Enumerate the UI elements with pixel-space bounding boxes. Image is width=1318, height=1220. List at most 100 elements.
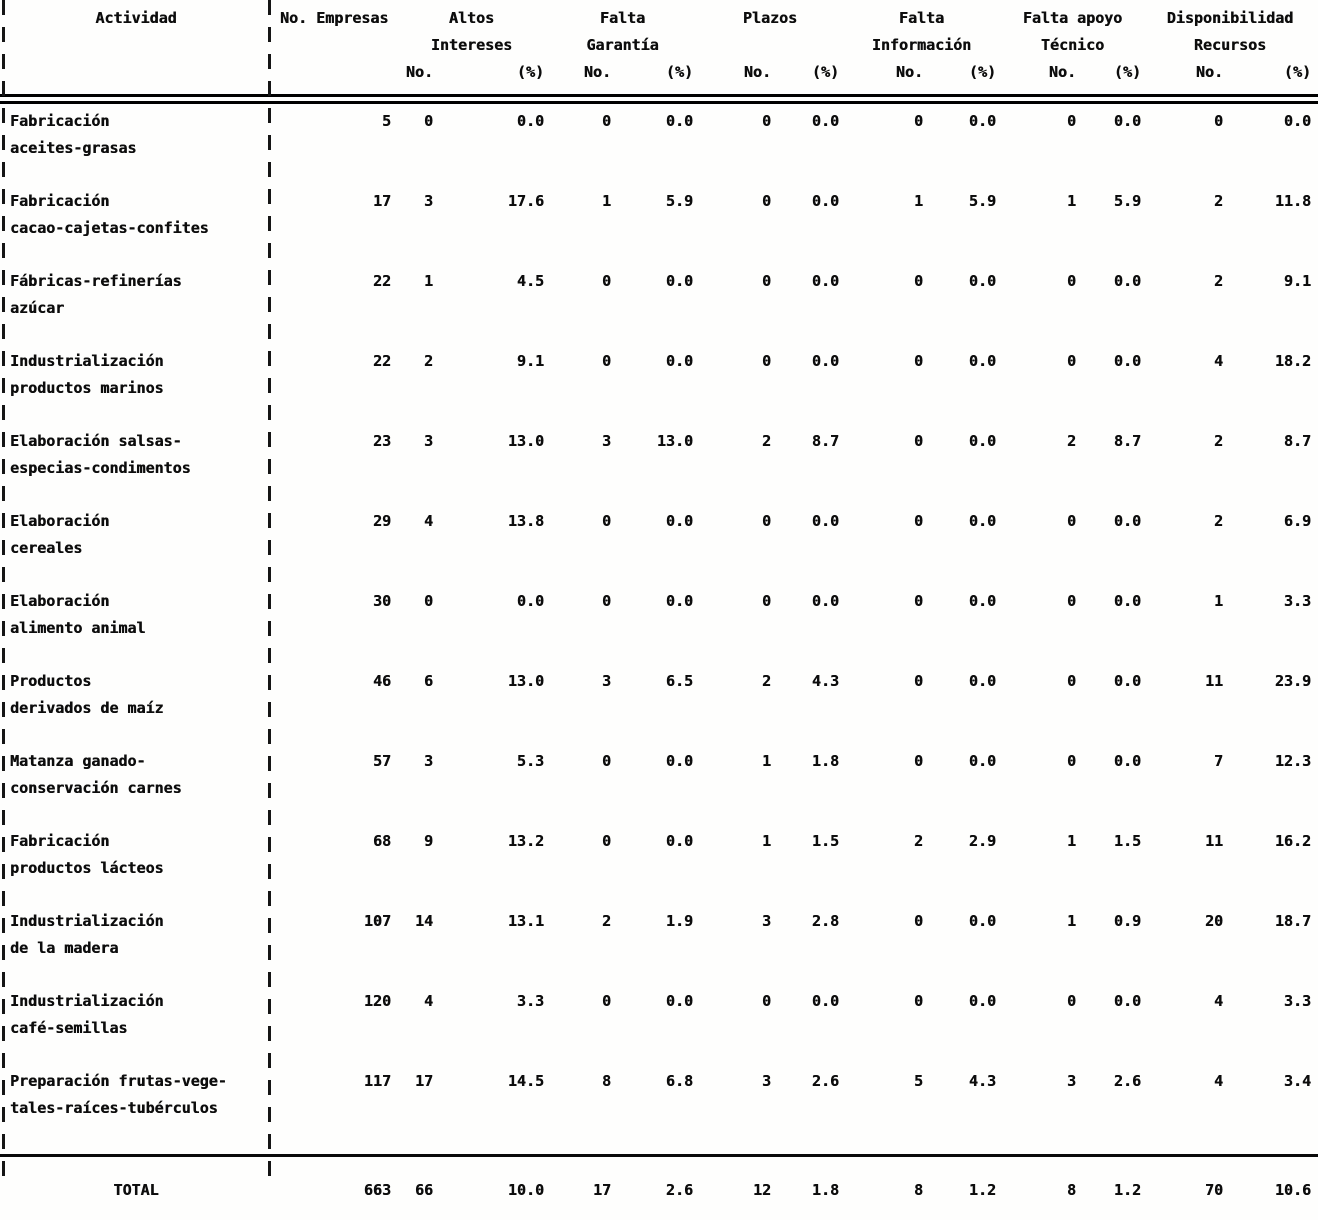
pct-cell: 0.0 xyxy=(665,752,693,770)
table-row: Matanza ganado- conservación carnes 57 3… xyxy=(0,748,1318,828)
activity-cell: Elaboración alimento animal xyxy=(0,588,272,668)
activity-cell: Fabricación aceites-grasas xyxy=(0,108,272,188)
no-cell: 0 xyxy=(761,992,771,1010)
empresas-cell: 30 xyxy=(372,592,391,610)
activity-column-bar-rule xyxy=(268,0,271,1182)
activity-name-line2: especias-condimentos xyxy=(10,459,191,477)
activity-name-line2: alimento animal xyxy=(10,619,146,637)
pct-cell: 5.9 xyxy=(665,192,693,210)
no-cell: 5 xyxy=(913,1072,923,1090)
pct-cell: 0.0 xyxy=(811,512,839,530)
total-value: 2.6 xyxy=(665,1181,693,1199)
pct-cell: 3.3 xyxy=(1283,992,1311,1010)
pct-cell: 18.7 xyxy=(1274,912,1311,930)
pct-cell: 4.3 xyxy=(811,672,839,690)
pct-cell: 0.0 xyxy=(811,272,839,290)
activity-name-line2: cereales xyxy=(10,539,83,557)
pct-cell: 0.0 xyxy=(1113,272,1141,290)
no-cell: 0 xyxy=(913,352,923,370)
activity-name-line2: cacao-cajetas-confites xyxy=(10,219,209,237)
total-value: 66 xyxy=(414,1181,433,1199)
activity-name-line1: Fabricación xyxy=(10,192,110,210)
no-cell: 0 xyxy=(1066,992,1076,1010)
no-cell: 0 xyxy=(1066,112,1076,130)
no-cell: 1 xyxy=(1066,912,1076,930)
table-header: Actividad No. Empresas Altos Falta Plazo… xyxy=(0,0,1318,86)
activity-name-line2: productos lácteos xyxy=(10,859,164,877)
no-cell: 0 xyxy=(913,272,923,290)
group-header-altos-intereses: Altos xyxy=(448,9,495,27)
no-cell: 2 xyxy=(1213,192,1223,210)
no-cell: 0 xyxy=(1066,672,1076,690)
pct-cell: 9.1 xyxy=(1283,272,1311,290)
no-cell: 0 xyxy=(1213,112,1223,130)
total-value: 10.6 xyxy=(1274,1181,1311,1199)
no-cell: 0 xyxy=(601,592,611,610)
activity-name-line1: Productos xyxy=(10,672,92,690)
no-cell: 0 xyxy=(423,592,433,610)
empresas-cell: 17 xyxy=(372,192,391,210)
no-cell: 3 xyxy=(423,432,433,450)
activity-cell: Elaboración cereales xyxy=(0,508,272,588)
empresas-cell: 46 xyxy=(372,672,391,690)
total-label: TOTAL xyxy=(113,1181,159,1199)
empresas-cell: 68 xyxy=(372,832,391,850)
activity-name-line1: Industrialización xyxy=(10,912,164,930)
pct-cell: 23.9 xyxy=(1274,672,1311,690)
no-cell: 0 xyxy=(761,192,771,210)
pct-cell: 18.2 xyxy=(1274,352,1311,370)
no-cell: 0 xyxy=(601,112,611,130)
no-cell: 0 xyxy=(913,992,923,1010)
pct-cell: 0.0 xyxy=(1113,352,1141,370)
subheader-pct: (%) xyxy=(1113,63,1141,81)
no-cell: 1 xyxy=(913,192,923,210)
activity-cell: Industrialización café-semillas xyxy=(0,988,272,1068)
pct-cell: 0.0 xyxy=(811,592,839,610)
no-cell: 1 xyxy=(1066,192,1076,210)
pct-cell: 0.0 xyxy=(811,192,839,210)
no-cell: 0 xyxy=(1066,272,1076,290)
no-cell: 1 xyxy=(601,192,611,210)
no-cell: 0 xyxy=(913,512,923,530)
no-cell: 0 xyxy=(761,352,771,370)
no-cell: 0 xyxy=(601,752,611,770)
pct-cell: 1.5 xyxy=(1113,832,1141,850)
empresas-cell: 29 xyxy=(372,512,391,530)
pct-cell: 1.8 xyxy=(811,752,839,770)
pct-cell: 13.8 xyxy=(507,512,544,530)
pct-cell: 0.0 xyxy=(811,992,839,1010)
no-cell: 0 xyxy=(913,672,923,690)
pct-cell: 4.3 xyxy=(968,1072,996,1090)
pct-cell: 6.5 xyxy=(665,672,693,690)
pct-cell: 2.9 xyxy=(968,832,996,850)
activity-cell: Preparación frutas-vege- tales-raíces-tu… xyxy=(0,1068,272,1148)
no-cell: 2 xyxy=(423,352,433,370)
table-row: Fabricación cacao-cajetas-confites 17 3 … xyxy=(0,188,1318,268)
pct-cell: 3.3 xyxy=(516,992,544,1010)
group-header-line2: Técnico xyxy=(1040,36,1105,54)
no-cell: 3 xyxy=(761,1072,771,1090)
group-header-line2: Garantía xyxy=(586,36,659,54)
no-cell: 0 xyxy=(601,992,611,1010)
no-cell: 2 xyxy=(1213,512,1223,530)
activity-name-line1: Elaboración xyxy=(10,512,110,530)
subheader-no: No. xyxy=(743,63,771,81)
pct-cell: 2.6 xyxy=(1113,1072,1141,1090)
pct-cell: 0.0 xyxy=(516,112,544,130)
pct-cell: 17.6 xyxy=(507,192,544,210)
no-cell: 8 xyxy=(601,1072,611,1090)
pct-cell: 0.0 xyxy=(968,992,996,1010)
no-cell: 14 xyxy=(414,912,433,930)
table-row: Fabricación productos lácteos 68 9 13.2 … xyxy=(0,828,1318,908)
table-row: Elaboración cereales 29 4 13.8 0 0.0 0 0… xyxy=(0,508,1318,588)
activity-name-line1: Fabricación xyxy=(10,832,110,850)
subheader-pct: (%) xyxy=(1283,63,1311,81)
pct-cell: 0.0 xyxy=(811,352,839,370)
no-cell: 2 xyxy=(1066,432,1076,450)
no-cell: 4 xyxy=(423,512,433,530)
no-cell: 0 xyxy=(913,432,923,450)
pct-cell: 5.9 xyxy=(968,192,996,210)
total-value: 8 xyxy=(1066,1181,1076,1199)
group-header-plazos: Plazos xyxy=(742,9,798,27)
pct-cell: 0.0 xyxy=(968,672,996,690)
